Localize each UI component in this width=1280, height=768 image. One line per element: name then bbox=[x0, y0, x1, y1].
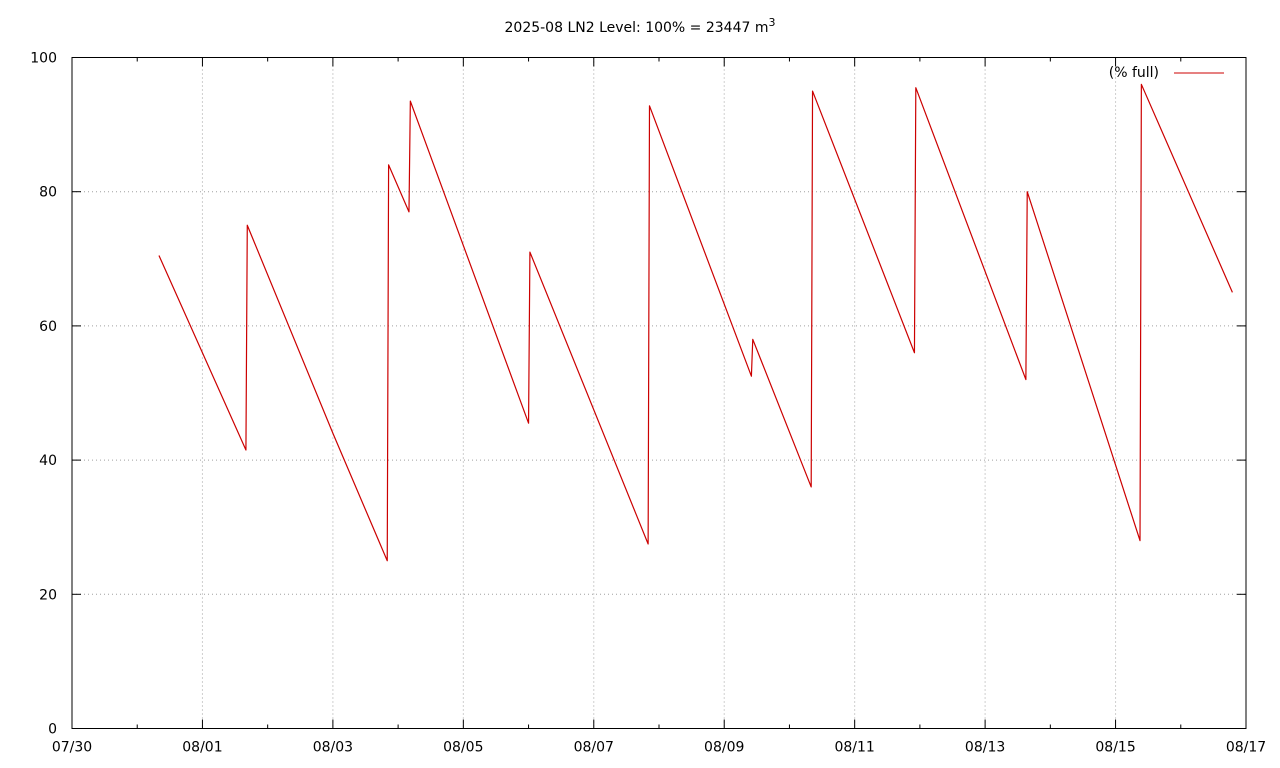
x-tick-label: 08/09 bbox=[704, 740, 744, 756]
chart-title-main: 2025-08 LN2 Level: 100% = 23447 m bbox=[505, 20, 769, 36]
chart-title-superscript: 3 bbox=[768, 16, 775, 29]
x-tick-label: 08/07 bbox=[574, 740, 614, 756]
series-line bbox=[158, 83, 1233, 562]
y-tick-label: 20 bbox=[39, 587, 57, 603]
x-tick-label: 08/03 bbox=[313, 740, 353, 756]
x-tick-label: 08/11 bbox=[834, 740, 874, 756]
grid bbox=[72, 57, 1246, 729]
x-tick-label: 08/01 bbox=[182, 740, 222, 756]
plot-border bbox=[71, 57, 1247, 729]
x-tick-label: 08/17 bbox=[1226, 740, 1266, 756]
series-layer bbox=[158, 83, 1233, 562]
y-tick-label: 40 bbox=[39, 453, 57, 469]
legend: (% full) bbox=[1109, 65, 1224, 81]
x-tick-label: 07/30 bbox=[52, 740, 92, 756]
tick-labels: 07/30 08/01 08/03 08/05 08/07 08/09 08/11 08/13… bbox=[30, 51, 1266, 756]
x-tick-label: 08/13 bbox=[965, 740, 1005, 756]
chart-title: 2025-08 LN2 Level: 100% = 23447 m3 bbox=[505, 16, 776, 36]
x-tick-label: 08/15 bbox=[1095, 740, 1135, 756]
y-tick-label: 60 bbox=[39, 319, 57, 335]
x-tick-label: 08/05 bbox=[443, 740, 483, 756]
y-tick-label: 0 bbox=[48, 722, 57, 738]
y-tick-label: 80 bbox=[39, 185, 57, 201]
axis-ticks bbox=[71, 57, 1247, 729]
y-tick-label: 100 bbox=[30, 51, 57, 67]
legend-label: (% full) bbox=[1109, 65, 1159, 81]
